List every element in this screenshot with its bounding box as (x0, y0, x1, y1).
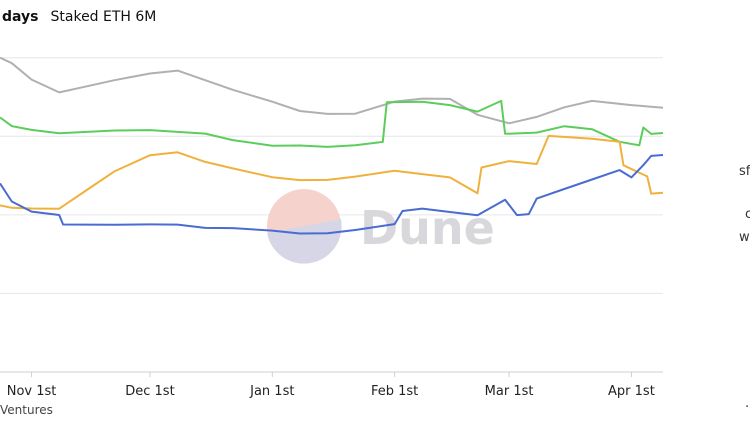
tab-staked-eth-6m[interactable]: Staked ETH 6M (50, 9, 157, 25)
x-tick-label: Mar 1st (485, 384, 534, 399)
dune-logo-lower-half (267, 219, 342, 264)
series-line-green[interactable] (0, 99, 664, 148)
side-panel-text-2: c (745, 207, 750, 222)
side-panel-text-3: w (739, 230, 750, 245)
dune-watermark: Dune (267, 189, 495, 264)
source-footer: Ventures (0, 403, 53, 417)
x-tick-label: Apr 1st (608, 384, 655, 399)
x-tick-label: Nov 1st (7, 384, 57, 399)
side-panel-text-1: sf (739, 164, 750, 179)
x-tick-label: Jan 1st (249, 384, 294, 399)
x-tick-label: Feb 1st (371, 384, 418, 399)
series-lines (0, 56, 664, 235)
x-axis-ticks: Nov 1st Dec 1st Jan 1st Feb 1st Mar 1st Apr 1… (7, 372, 655, 399)
series-line-gray[interactable] (0, 56, 664, 125)
series-line-blue[interactable] (0, 154, 664, 235)
chart-header: days Staked ETH 6M (0, 9, 156, 29)
x-tick-label: Dec 1st (125, 384, 174, 399)
grid-lines (0, 57, 663, 294)
days-label[interactable]: days (2, 9, 39, 25)
series-line-orange[interactable] (0, 134, 664, 210)
side-panel-bullet: · (745, 400, 750, 415)
